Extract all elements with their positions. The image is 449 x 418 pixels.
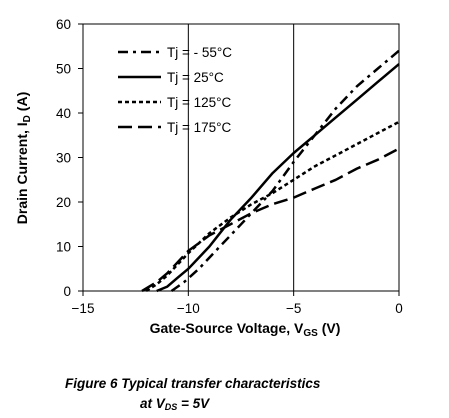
series-line-2 bbox=[156, 63, 400, 293]
y-tick-label: 0 bbox=[63, 284, 71, 299]
legend-label: Tj = 175°C bbox=[167, 120, 232, 135]
series-line-1 bbox=[170, 49, 400, 293]
y-tick-label: 10 bbox=[56, 240, 71, 255]
x-tick-label: −5 bbox=[286, 301, 301, 316]
y-tick-label: 30 bbox=[56, 151, 71, 166]
y-tick-label: 20 bbox=[56, 195, 71, 210]
legend: Tj = - 55°C Tj = 25°C Tj = 125°C Tj = 175°C bbox=[118, 45, 232, 135]
x-axis-title: Gate-Source Voltage, VGS (V) bbox=[150, 320, 341, 339]
y-axis-title: Drain Current, ID (A) bbox=[14, 92, 33, 224]
figure-caption-title: Figure 6 Typical transfer characteristic… bbox=[65, 376, 321, 391]
legend-label: Tj = 25°C bbox=[167, 70, 224, 85]
y-tick-label: 40 bbox=[56, 106, 71, 121]
series-line-4 bbox=[141, 147, 400, 293]
y-axis-ticks: 0 10 20 30 40 50 60 bbox=[56, 17, 83, 299]
gridlines bbox=[187, 24, 295, 291]
y-tick-label: 50 bbox=[56, 62, 71, 77]
x-axis-ticks: −15 −10 −5 0 bbox=[72, 291, 403, 316]
x-tick-label: 0 bbox=[395, 301, 403, 316]
x-tick-label: −10 bbox=[177, 301, 200, 316]
series-layer bbox=[141, 49, 400, 293]
x-tick-label: −15 bbox=[72, 301, 95, 316]
figure-caption-condition: at VDS = 5V bbox=[140, 396, 210, 412]
plot-area bbox=[83, 24, 399, 291]
legend-label: Tj = - 55°C bbox=[167, 45, 232, 60]
legend-label: Tj = 125°C bbox=[167, 95, 232, 110]
y-tick-label: 60 bbox=[56, 17, 71, 32]
series-line-3 bbox=[145, 120, 400, 293]
